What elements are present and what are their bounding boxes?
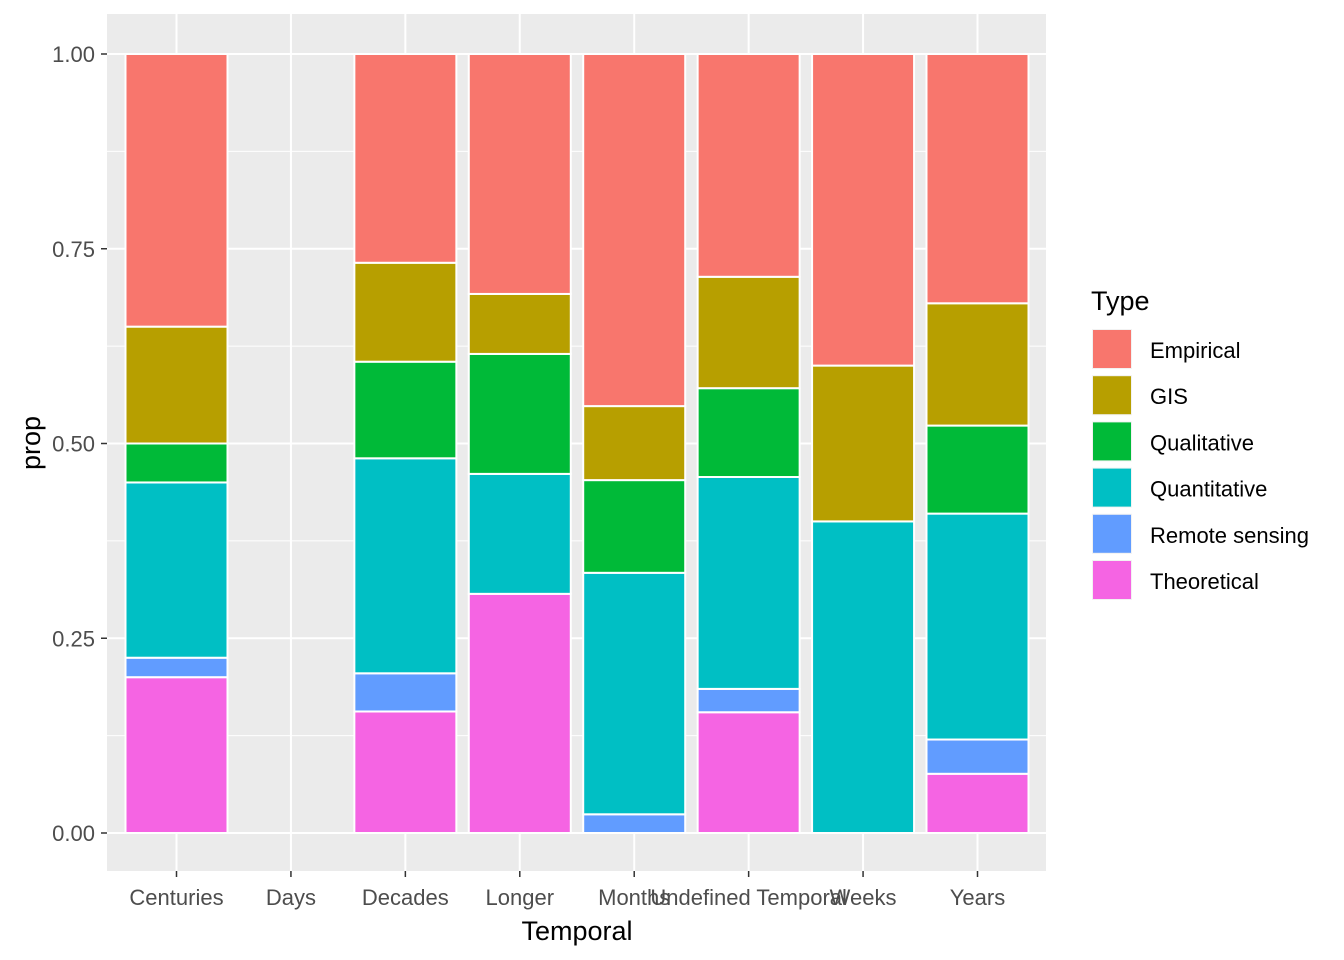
bar-segment: [696, 275, 801, 390]
bar-segment: [353, 457, 458, 675]
bar-segment: [925, 512, 1030, 741]
bar-segment: [467, 472, 572, 595]
legend-swatch: [1093, 330, 1131, 368]
bar-segment: [582, 405, 687, 482]
bar-segment: [353, 710, 458, 835]
bar-segment: [353, 360, 458, 460]
legend-label: Empirical: [1150, 338, 1240, 363]
legend-title: Type: [1091, 286, 1150, 316]
x-tick-label: Days: [266, 885, 316, 910]
y-tick-label: 0.75: [52, 237, 95, 262]
legend-swatch: [1093, 422, 1131, 461]
bar-segment: [811, 53, 916, 367]
bar-segment: [696, 475, 801, 690]
y-axis-title: prop: [16, 416, 46, 470]
x-tick-label: Centuries: [129, 885, 223, 910]
bar-segment: [925, 772, 1030, 835]
bar-segment: [925, 738, 1030, 775]
bar-segment: [124, 442, 229, 484]
bar-segment: [925, 53, 1030, 305]
bar-segment: [124, 325, 229, 445]
bar-segment: [353, 53, 458, 264]
legend-swatch: [1093, 514, 1131, 553]
bar-segment: [467, 592, 572, 834]
bar-segment: [582, 813, 687, 835]
legend-label: Remote sensing: [1150, 523, 1309, 548]
legend-label: GIS: [1150, 384, 1188, 409]
x-axis-title: Temporal: [521, 916, 632, 946]
y-tick-label: 0.00: [52, 821, 95, 846]
legend-label: Qualitative: [1150, 430, 1254, 455]
bar-segment: [353, 261, 458, 363]
x-axis-ticks: Centuries Days Decades Longer MonthsUndefine…: [129, 871, 1005, 910]
bar-segment: [124, 53, 229, 328]
x-tick-label: Decades: [362, 885, 449, 910]
y-tick-label: 1.00: [52, 42, 95, 67]
bar-segment: [925, 302, 1030, 427]
bar-segment: [582, 571, 687, 816]
y-tick-label: 0.50: [52, 432, 95, 457]
x-tick-label: Months: [598, 885, 670, 910]
y-axis-ticks: 0.00 0.25 0.50 0.75 1.00: [52, 42, 107, 846]
bar-segment: [582, 53, 687, 408]
bar-segment: [696, 53, 801, 278]
x-tick-label: Years: [950, 885, 1005, 910]
bar-segment: [124, 481, 229, 659]
bar-segment: [353, 672, 458, 713]
legend-label: Theoretical: [1150, 569, 1259, 594]
y-tick-label: 0.25: [52, 626, 95, 651]
bar-segment: [696, 711, 801, 835]
legend: Type Empirical GIS Qualitative Quantitative…: [1091, 286, 1309, 600]
bar-segment: [467, 352, 572, 475]
bar-segment: [925, 424, 1030, 515]
bar-segment: [124, 656, 229, 679]
bar-segment: [811, 520, 916, 835]
legend-swatch: [1093, 468, 1131, 507]
bar-segment: [467, 292, 572, 355]
bar-segment: [811, 364, 916, 523]
legend-label: Quantitative: [1150, 477, 1267, 502]
bar-segment: [467, 53, 572, 295]
bar-segment: [696, 387, 801, 478]
legend-swatch: [1093, 376, 1131, 415]
bar-segment: [696, 687, 801, 714]
bar-segment: [124, 676, 229, 835]
bar-segment: [582, 479, 687, 574]
x-tick-label: Weeks: [830, 885, 897, 910]
bars: [124, 53, 1030, 835]
x-tick-label: Undefined Temporal: [650, 885, 847, 910]
legend-swatch: [1093, 561, 1131, 599]
x-tick-label: Longer: [486, 885, 555, 910]
